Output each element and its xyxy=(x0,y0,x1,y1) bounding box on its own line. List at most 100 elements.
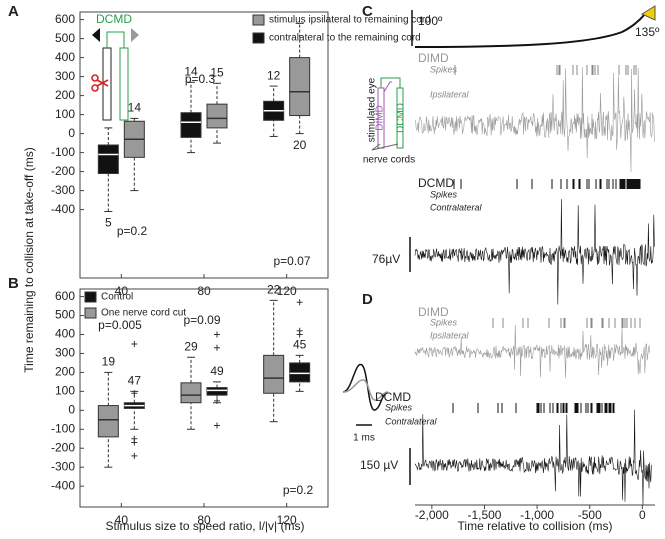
count-label: 19 xyxy=(102,355,116,369)
annotation: DIMD xyxy=(418,305,449,319)
x-tick-label: -500 xyxy=(578,508,602,522)
count-label: 47 xyxy=(128,374,142,388)
annotation: Ipsilateral xyxy=(430,330,470,340)
legend-label: stimulus ipsilateral to remaining cord xyxy=(269,15,431,26)
box xyxy=(180,382,202,404)
annotation: DCMD xyxy=(418,176,454,190)
box xyxy=(97,405,119,438)
annotation: p=0.09 xyxy=(183,313,220,327)
x-tick-label: 80 xyxy=(197,284,211,298)
y-tick-label: 0 xyxy=(68,402,75,416)
y-tick-label: 100 xyxy=(55,384,75,398)
x-tick-label: -1,000 xyxy=(520,508,554,522)
legend-swatch xyxy=(84,291,97,303)
annotation: p=0.2 xyxy=(117,224,148,238)
legend-label: contralateral to the remaining cord xyxy=(269,33,421,44)
annotation: nerve cords xyxy=(363,155,415,166)
x-tick-label: 40 xyxy=(115,513,129,527)
annotation: Spikes xyxy=(430,317,458,327)
y-tick-label: 500 xyxy=(55,308,75,322)
cord-schematic xyxy=(91,28,139,121)
count-label: 12 xyxy=(267,68,281,82)
y-tick-label: 600 xyxy=(55,289,75,303)
y-tick-label: -400 xyxy=(51,478,75,492)
stimulus-curve xyxy=(414,13,646,48)
annotation: Spikes xyxy=(430,189,458,199)
count-label: 45 xyxy=(293,338,307,352)
panel-letter: C xyxy=(362,3,373,20)
x-tick-label: -2,000 xyxy=(415,508,449,522)
annotation: 76µV xyxy=(372,252,400,266)
outlier xyxy=(214,331,220,338)
box xyxy=(180,112,202,138)
legend-swatch xyxy=(252,14,265,26)
y-tick-label: 200 xyxy=(55,365,75,379)
box xyxy=(289,362,311,383)
x-axis-label: Stimulus size to speed ratio, l/|v| (ms) xyxy=(106,519,305,533)
outlier xyxy=(131,452,138,459)
outlier xyxy=(131,390,138,397)
annotation: Ipsilateral xyxy=(430,89,470,99)
legend-label: Control xyxy=(101,292,133,303)
annotation: p=0.07 xyxy=(273,254,310,268)
y-tick-label: 400 xyxy=(55,327,75,341)
y-tick-label: -200 xyxy=(51,164,75,178)
count-label: 49 xyxy=(210,364,224,378)
annotation: 150 µV xyxy=(360,458,398,472)
y-axis-label: Time remaining to collision at take-off … xyxy=(22,147,36,372)
annotation: DCMD xyxy=(375,390,411,404)
legend-label: One nerve cord cut xyxy=(101,308,186,319)
annotation: Spikes xyxy=(430,64,458,74)
annotation: DCMD xyxy=(96,12,132,26)
outlier xyxy=(214,397,220,404)
outlier xyxy=(296,299,303,306)
stimulus-marker xyxy=(640,5,656,21)
count-label: 20 xyxy=(293,138,307,152)
annotation: DIMD xyxy=(418,51,449,65)
y-tick-label: 300 xyxy=(55,346,75,360)
y-tick-label: -200 xyxy=(51,440,75,454)
outlier xyxy=(296,331,303,338)
count-label: 14 xyxy=(184,64,198,78)
count-label: 22 xyxy=(267,283,281,297)
y-tick-label: -100 xyxy=(51,145,75,159)
outlier xyxy=(131,340,138,347)
y-tick-label: -300 xyxy=(51,459,75,473)
y-tick-label: 300 xyxy=(55,69,75,83)
annotation: p=0.005 xyxy=(98,318,142,332)
x-axis-label: Time relative to collision (ms) xyxy=(458,519,613,533)
x-tick-label: 40 xyxy=(115,284,129,298)
y-tick-label: -300 xyxy=(51,183,75,197)
y-tick-label: 0 xyxy=(68,126,75,140)
trace xyxy=(414,324,650,379)
box xyxy=(289,57,311,117)
legend-swatch xyxy=(84,307,97,319)
annotation: stimulated eye xyxy=(367,77,378,142)
y-tick-label: 400 xyxy=(55,50,75,64)
annotation: 1 ms xyxy=(353,433,375,444)
outlier xyxy=(214,422,220,429)
legend-swatch xyxy=(252,32,265,44)
annotation: Contralateral xyxy=(385,416,438,426)
annotation: Contralateral xyxy=(430,202,483,212)
outlier xyxy=(131,439,138,446)
x-tick-label: -1,500 xyxy=(467,508,501,522)
annotation: p=0.2 xyxy=(283,483,314,497)
x-tick-label: 120 xyxy=(277,513,297,527)
annotation: 135º xyxy=(635,25,660,39)
panel-letter: A xyxy=(8,3,19,20)
trace xyxy=(414,67,655,173)
y-tick-label: -100 xyxy=(51,421,75,435)
y-tick-label: 600 xyxy=(55,12,75,26)
count-label: 14 xyxy=(128,101,142,115)
trace xyxy=(414,199,655,305)
box xyxy=(263,354,285,394)
annotation: p=0.3 xyxy=(185,72,216,86)
y-tick-label: -400 xyxy=(51,202,75,216)
x-tick-label: 0 xyxy=(639,508,646,522)
box xyxy=(206,103,228,129)
box xyxy=(206,387,228,396)
panel-letter: D xyxy=(362,291,373,308)
x-tick-label: 80 xyxy=(197,513,211,527)
